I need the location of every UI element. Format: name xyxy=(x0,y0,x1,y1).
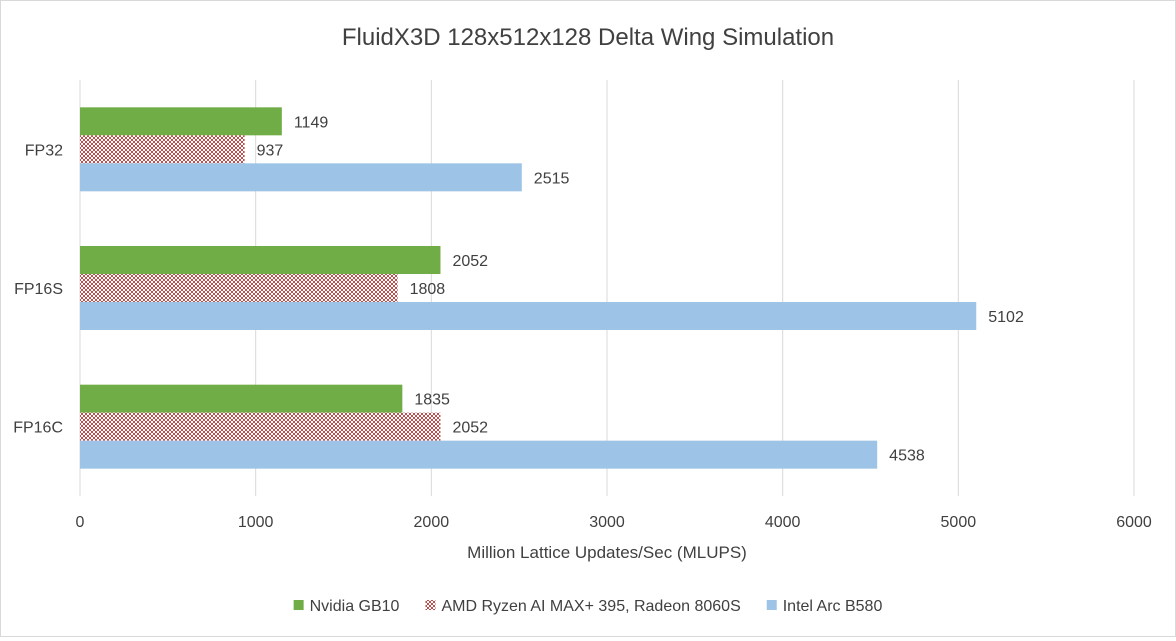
bar xyxy=(80,107,282,136)
x-tick-label: 1000 xyxy=(238,514,274,531)
x-tick-label: 5000 xyxy=(941,514,977,531)
bar xyxy=(80,274,398,302)
bar xyxy=(80,135,245,164)
data-label: 937 xyxy=(257,142,284,159)
legend-swatch xyxy=(766,600,777,610)
legend-swatch xyxy=(293,600,304,610)
data-label: 2052 xyxy=(452,253,488,270)
data-label: 4538 xyxy=(889,448,925,465)
category-labels: FP32 FP16S FP16C xyxy=(13,142,63,436)
gridlines xyxy=(79,80,1135,496)
legend: Nvidia GB10 AMD Ryzen AI MAX+ 395, Radeon… xyxy=(293,598,883,615)
category-label: FP16C xyxy=(13,420,63,437)
bar xyxy=(80,302,977,330)
data-label: 5102 xyxy=(988,309,1024,326)
category-label: FP32 xyxy=(25,142,63,159)
bar xyxy=(80,384,403,413)
data-label: 1835 xyxy=(414,392,450,409)
bar xyxy=(80,412,441,441)
data-label: 2515 xyxy=(534,170,570,187)
bar xyxy=(80,246,441,274)
legend-swatch xyxy=(425,600,436,610)
axis-ticks: 0 1000 2000 3000 4000 5000 6000 xyxy=(76,514,1152,531)
x-tick-label: 4000 xyxy=(765,514,801,531)
chart-title: FluidX3D 128x512x128 Delta Wing Simulati… xyxy=(342,24,834,51)
x-tick-label: 0 xyxy=(76,514,85,531)
legend-label: AMD Ryzen AI MAX+ 395, Radeon 8060S xyxy=(441,598,740,615)
x-axis-title: Million Lattice Updates/Sec (MLUPS) xyxy=(467,543,747,562)
data-label: 1149 xyxy=(294,114,329,131)
bar xyxy=(80,163,522,192)
legend-label: Nvidia GB10 xyxy=(310,598,400,615)
x-tick-label: 6000 xyxy=(1116,514,1152,531)
x-tick-label: 3000 xyxy=(589,514,625,531)
bars xyxy=(80,107,977,469)
data-label: 2052 xyxy=(452,420,488,437)
data-label: 1808 xyxy=(410,281,446,298)
category-label: FP16S xyxy=(14,281,63,298)
legend-label: Intel Arc B580 xyxy=(783,598,883,615)
bar xyxy=(80,440,878,469)
x-tick-label: 2000 xyxy=(414,514,450,531)
